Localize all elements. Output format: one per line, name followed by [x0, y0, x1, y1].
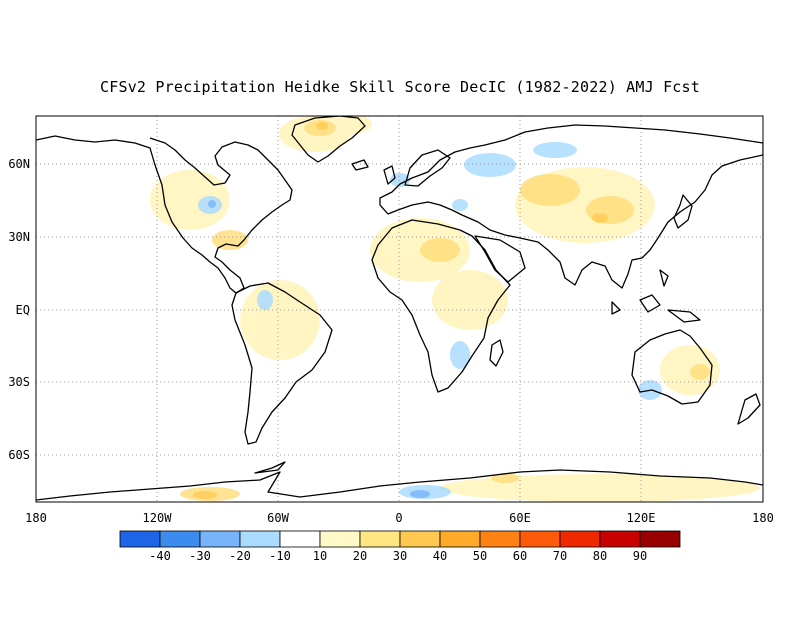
colorbar-swatch: [599, 530, 641, 548]
colorbar-swatch: [239, 530, 281, 548]
lat-label-60n: 60N: [8, 157, 30, 171]
colorbar-tick-label: -30: [189, 549, 211, 563]
colorbar-tick-label: 90: [633, 549, 647, 563]
colorbar-tick-label: -10: [269, 549, 291, 563]
colorbar-tick-label: 80: [593, 549, 607, 563]
colorbar-swatch: [639, 530, 681, 548]
colorbar-swatch: [279, 530, 321, 548]
colorbar-swatch: [319, 530, 361, 548]
colorbar-swatch: [559, 530, 601, 548]
grid-lines: [36, 116, 763, 502]
colorbar-tick-label: 50: [473, 549, 487, 563]
skill-score-shading: [150, 116, 760, 502]
lon-label-60w: 60W: [267, 511, 289, 525]
colorbar-swatch: [359, 530, 401, 548]
lat-label-30s: 30S: [8, 375, 30, 389]
colorbar-tick-label: 40: [433, 549, 447, 563]
coastlines: [36, 116, 763, 501]
colorbar-swatch: [199, 530, 241, 548]
colorbar-tick-label: 30: [393, 549, 407, 563]
lon-label-120e: 120E: [627, 511, 656, 525]
map-title: CFSv2 Precipitation Heidke Skill Score D…: [100, 78, 700, 96]
colorbar-tick-label: 70: [553, 549, 567, 563]
longitude-labels: 180 120W 60W 0 60E 120E 180: [25, 511, 774, 525]
lon-label-60e: 60E: [509, 511, 531, 525]
colorbar-tick-label: 20: [353, 549, 367, 563]
colorbar-swatch: [399, 530, 441, 548]
map-frame: [35, 115, 764, 503]
colorbar: -40 -30 -20 -10 10 20 30 40 50 60 70 80 90: [119, 530, 681, 563]
colorbar-tick-label: 60: [513, 549, 527, 563]
colorbar-tick-label: -40: [149, 549, 171, 563]
lon-label-0: 0: [395, 511, 402, 525]
lon-label-180e: 180: [752, 511, 774, 525]
colorbar-swatch: [159, 530, 201, 548]
lon-label-180w: 180: [25, 511, 47, 525]
lon-label-120w: 120W: [143, 511, 173, 525]
colorbar-swatch: [519, 530, 561, 548]
lat-label-eq: EQ: [16, 303, 30, 317]
lat-label-30n: 30N: [8, 230, 30, 244]
colorbar-swatch: [119, 530, 161, 548]
colorbar-swatch: [479, 530, 521, 548]
colorbar-swatch: [439, 530, 481, 548]
colorbar-tick-label: 10: [313, 549, 327, 563]
lat-label-60s: 60S: [8, 448, 30, 462]
latitude-labels: 60N 30N EQ 30S 60S: [8, 157, 30, 462]
colorbar-tick-label: -20: [229, 549, 251, 563]
